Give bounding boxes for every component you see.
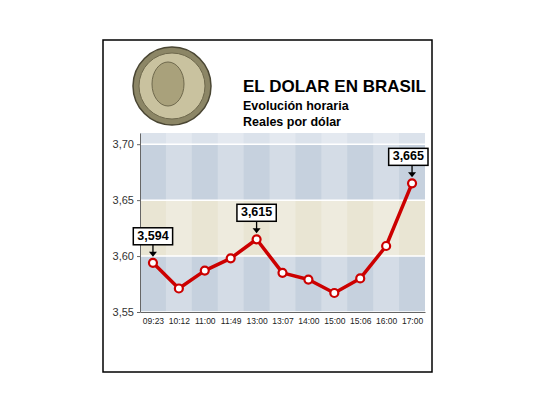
frame <box>103 40 432 372</box>
coin-rim <box>133 47 211 125</box>
x-tick-label: 11:00 <box>195 316 216 326</box>
x-tick: 15:00 <box>324 312 346 326</box>
x-tick-label: 13:00 <box>246 316 268 326</box>
marker <box>201 267 209 275</box>
marker <box>253 235 261 243</box>
data-label-arrowhead <box>253 228 261 233</box>
data-label-arrowhead <box>408 172 416 177</box>
x-axis-line <box>141 312 426 313</box>
data-label-box <box>389 148 428 165</box>
data-label-text: 3,665 <box>393 149 424 163</box>
marker <box>175 285 183 293</box>
x-tick-label: 15:06 <box>350 316 372 326</box>
coin <box>133 47 211 125</box>
subtitle: Evolución horaria <box>243 99 350 113</box>
title: EL DOLAR EN BRASIL <box>243 77 426 96</box>
data-label-box <box>237 204 276 221</box>
data-labels: 3,594 3,615 3,665 <box>133 148 428 256</box>
marker <box>227 254 235 262</box>
marker <box>279 269 287 277</box>
data-label: 3,615 <box>237 204 276 233</box>
data-label-box <box>133 228 172 245</box>
x-axis: 09:23 10:12 11:00 11:49 13:00 13:07 14:00 15:00… <box>141 312 426 326</box>
column-band <box>218 133 244 312</box>
x-tick: 17:00 <box>402 312 424 326</box>
grid-line <box>140 311 425 313</box>
x-tick: 13:00 <box>246 312 268 326</box>
y-tick: 3,65 <box>113 194 140 206</box>
x-tick-label: 13:07 <box>272 316 294 326</box>
y-tick-mark <box>137 200 140 201</box>
x-tick: 14:00 <box>298 312 320 326</box>
coin-relief <box>152 62 184 106</box>
grid-line <box>140 255 425 257</box>
y-axis: 3,55 3,60 3,65 3,70 <box>113 134 141 319</box>
data-label: 3,594 <box>133 228 172 257</box>
x-tick: 13:07 <box>272 312 294 326</box>
y-tick: 3,70 <box>113 138 140 150</box>
x-tick-label: 09:23 <box>143 316 165 326</box>
x-tick: 09:23 <box>143 312 165 326</box>
line <box>153 183 412 293</box>
marker <box>304 276 312 284</box>
x-tick: 10:12 <box>169 312 191 326</box>
y-tick-label: 3,60 <box>113 250 134 262</box>
x-tick: 15:06 <box>350 312 372 326</box>
data-label-text: 3,615 <box>241 205 272 219</box>
y-tick-mark <box>137 144 140 145</box>
grid-line <box>140 199 425 201</box>
x-tick-label: 17:00 <box>402 316 424 326</box>
y-tick-label: 3,70 <box>113 138 134 150</box>
x-tick-label: 11:49 <box>221 316 242 326</box>
x-tick-label: 10:12 <box>169 316 191 326</box>
marker <box>149 259 157 267</box>
y-axis-line <box>140 134 141 313</box>
column-band <box>270 133 296 312</box>
x-tick-label: 16:00 <box>376 316 398 326</box>
marker <box>356 274 364 282</box>
marker <box>330 289 338 297</box>
x-tick: 11:00 <box>195 312 216 326</box>
x-tick-label: 14:00 <box>298 316 320 326</box>
series <box>149 179 416 297</box>
coin-face <box>139 53 205 119</box>
column-band <box>166 133 192 312</box>
y-tick-mark <box>137 256 140 257</box>
y-tick-label: 3,65 <box>113 194 134 206</box>
y-tick-mark <box>137 312 140 313</box>
marker <box>382 242 390 250</box>
subtitle: Reales por dólar <box>243 115 341 129</box>
plot-background <box>140 133 425 312</box>
x-tick: 16:00 <box>376 312 398 326</box>
y-tick: 3,55 <box>113 306 140 318</box>
grid-line <box>140 143 425 145</box>
data-label: 3,665 <box>389 148 428 177</box>
column-band <box>321 133 347 312</box>
y-tick-label: 3,55 <box>113 306 134 318</box>
data-label-text: 3,594 <box>137 229 168 243</box>
x-tick-label: 15:00 <box>324 316 346 326</box>
grid <box>140 144 425 312</box>
marker <box>408 179 416 187</box>
x-tick: 11:49 <box>221 312 242 326</box>
data-label-arrowhead <box>149 252 157 257</box>
y-tick: 3,60 <box>113 250 140 262</box>
